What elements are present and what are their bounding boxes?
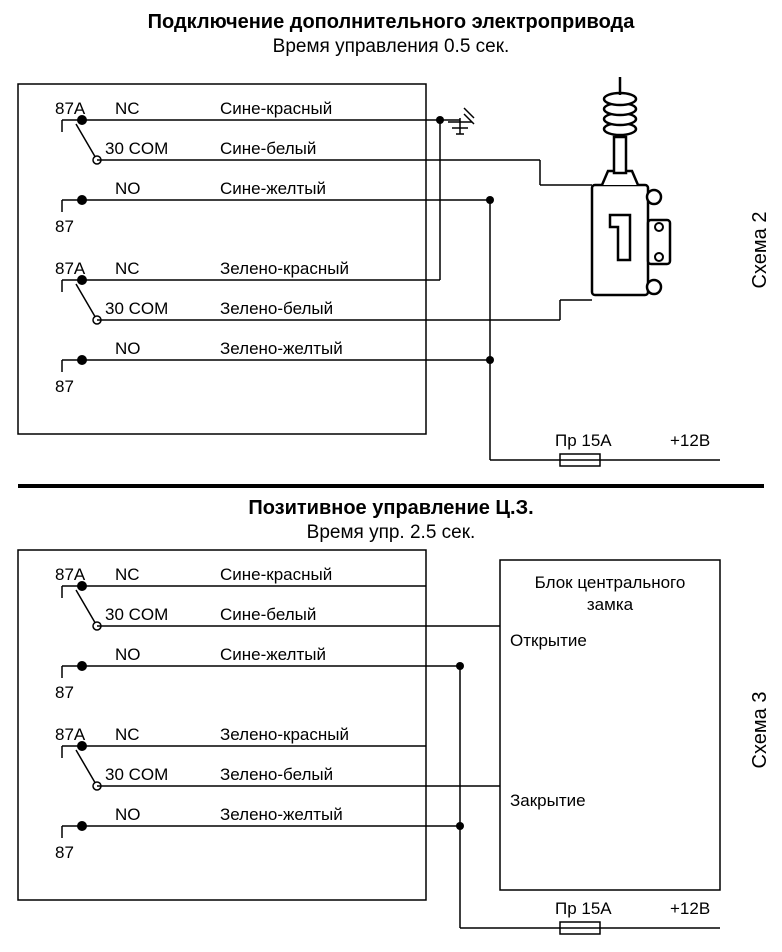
schema3.relay1-no-label: NO [115, 645, 141, 664]
schema3-power-label: +12В [670, 899, 710, 918]
schema2.relay1-30com-label: 30 COM [105, 139, 168, 158]
schema2-power-label: +12В [670, 431, 710, 450]
schema3.relay1-wire-2: Сине-желтый [220, 645, 326, 664]
schema2.relay1-87-label: 87 [55, 217, 74, 236]
schema2.relay2-30com-label: 30 COM [105, 299, 168, 318]
schema3-subtitle: Время упр. 2.5 сек. [307, 522, 476, 543]
schema3.relay2-30com-label: 30 COM [105, 765, 168, 784]
schema2.relay2-wire-0: Зелено-красный [220, 259, 349, 278]
schema2.relay2-wire-2: Зелено-желтый [220, 339, 343, 358]
schema2-fuse-label: Пр 15А [555, 431, 612, 450]
actuator-icon [592, 77, 670, 295]
schema2.relay2-87-label: 87 [55, 377, 74, 396]
schema2-subtitle: Время управления 0.5 сек. [273, 36, 510, 57]
schema2.relay1-nc-label: NC [115, 99, 140, 118]
schema2.relay1-wire-2: Сине-желтый [220, 179, 326, 198]
schema3.relay1-nc-label: NC [115, 565, 140, 584]
schema3-side-label: Схема 3 [749, 692, 771, 769]
schema3-fuse-label: Пр 15А [555, 899, 612, 918]
schema2-title: Подключение дополнительного электроприво… [148, 11, 636, 33]
schema3.relay1-87-label: 87 [55, 683, 74, 702]
schema3.relay1-30com-label: 30 COM [105, 605, 168, 624]
schema2.relay1-wire-1: Сине-белый [220, 139, 316, 158]
schema3-title: Позитивное управление Ц.З. [248, 497, 533, 519]
schema3.relay2-nc-label: NC [115, 725, 140, 744]
schema3.relay2-wire-2: Зелено-желтый [220, 805, 343, 824]
schema3.relay2-87-label: 87 [55, 843, 74, 862]
schema2.relay2-nc-label: NC [115, 259, 140, 278]
schema2.relay2-no-label: NO [115, 339, 141, 358]
block-open-label: Открытие [510, 631, 587, 650]
block-title-1: Блок центрального [535, 573, 686, 592]
schema3.relay2-no-label: NO [115, 805, 141, 824]
schema2-side-label: Схема 2 [749, 212, 771, 289]
schema3.relay2-wire-1: Зелено-белый [220, 765, 333, 784]
schema2.relay1-no-label: NO [115, 179, 141, 198]
schema3.relay2-wire-0: Зелено-красный [220, 725, 349, 744]
schema3.relay1-wire-0: Сине-красный [220, 565, 332, 584]
schema3.relay1-wire-1: Сине-белый [220, 605, 316, 624]
block-title-2: замка [587, 595, 634, 614]
block-close-label: Закрытие [510, 791, 586, 810]
schema2.relay1-wire-0: Сине-красный [220, 99, 332, 118]
schema2.relay2-wire-1: Зелено-белый [220, 299, 333, 318]
